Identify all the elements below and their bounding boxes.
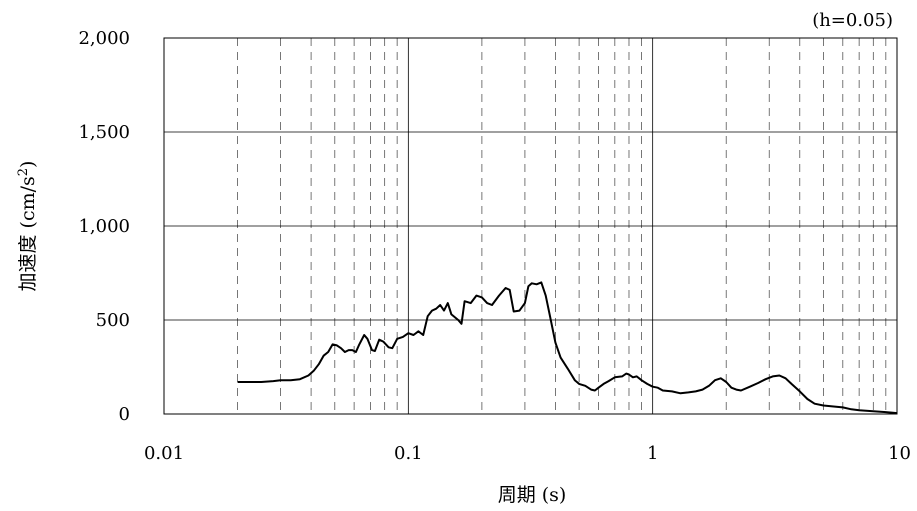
y-tick-label: 0: [119, 404, 130, 425]
x-tick-label: 1: [647, 443, 658, 464]
x-tick-labels: 0.01 0.1 1 10: [144, 443, 911, 464]
x-tick-label: 0.01: [144, 443, 184, 464]
x-axis-title: 周期 (s): [498, 484, 567, 506]
x-tick-label: 0.1: [394, 443, 423, 464]
plot-frame: [163, 37, 898, 415]
y-axis-title-main: 加速度 (cm/s: [17, 176, 39, 291]
y-tick-labels: 0 500 1,000 1,500 2,000: [78, 28, 130, 425]
major-grid: [163, 37, 898, 415]
y-tick-label: 1,500: [78, 122, 130, 143]
y-tick-label: 500: [96, 310, 130, 331]
y-axis-title: 加速度 (cm/s2): [16, 161, 39, 292]
damping-annotation: (h=0.05): [812, 10, 893, 31]
y-axis-title-superscript: 2: [16, 168, 31, 176]
series-line: [237, 281, 898, 415]
y-tick-label: 2,000: [78, 28, 130, 49]
y-axis-title-close: ): [17, 161, 39, 168]
x-tick-label: 10: [888, 443, 911, 464]
y-tick-label: 1,000: [78, 216, 130, 237]
